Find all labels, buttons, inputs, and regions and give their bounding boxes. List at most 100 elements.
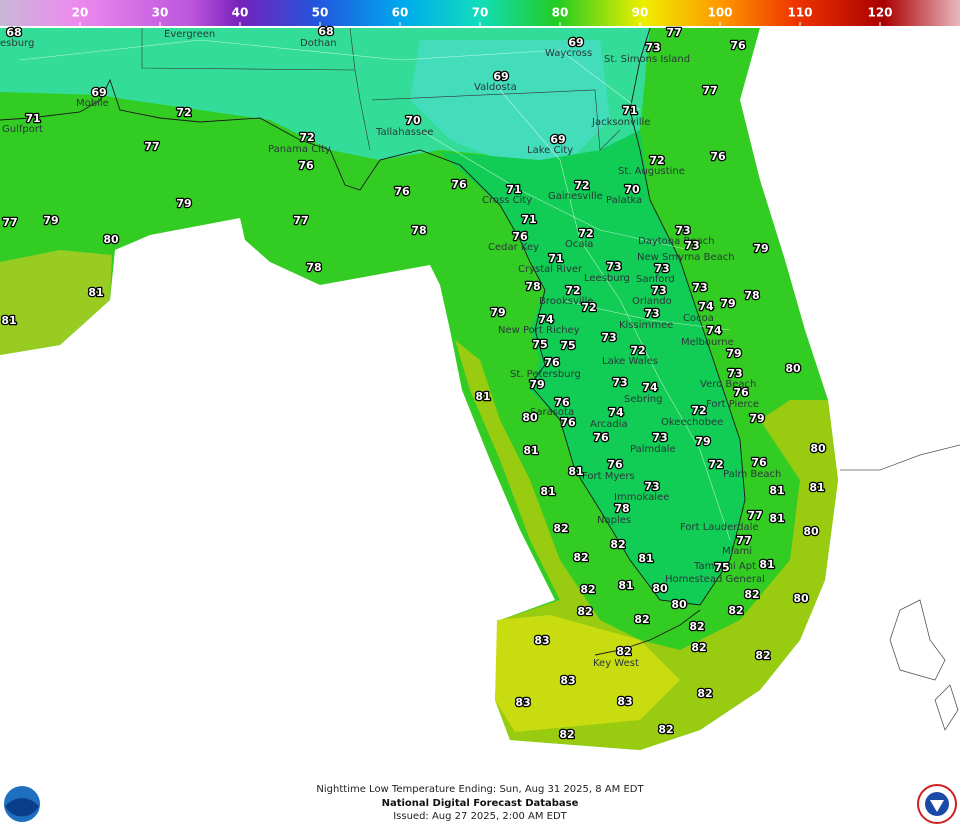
temperature-label: 80	[522, 411, 538, 424]
city-label: Immokalee	[614, 492, 669, 503]
city-label: St. Petersburg	[510, 369, 581, 380]
city-label: Okeechobee	[661, 417, 723, 428]
city-label: Sanford	[636, 274, 675, 285]
colorbar-tick-label: 70	[472, 6, 489, 20]
city-label: Gulfport	[2, 124, 43, 135]
temperature-label: 73	[675, 224, 690, 237]
temperature-label: 81	[1, 314, 16, 327]
temperature-label: 78	[525, 280, 540, 293]
footer-source: National Digital Forecast Database	[382, 798, 579, 809]
city-label: Homestead General	[665, 574, 765, 585]
temperature-label: 82	[573, 551, 588, 564]
temperature-label: 77	[666, 26, 681, 39]
temperature-label: 74	[706, 324, 722, 337]
temperature-label: 71	[622, 104, 637, 117]
city-label: Fort Pierce	[706, 399, 759, 410]
temperature-label: 79	[490, 306, 505, 319]
temperature-label: 82	[577, 605, 592, 618]
colorbar-tick-label: 40	[232, 6, 249, 20]
city-label: Brooksville	[539, 296, 593, 307]
key-west-zone	[495, 615, 680, 732]
temperature-label: 78	[411, 224, 426, 237]
city-label: New Port Richey	[498, 325, 580, 336]
temperature-label: 69	[493, 70, 508, 83]
temperature-label: 82	[744, 588, 759, 601]
colorbar-ticks: 20 30 40 50 60 70 80 90 100 110 120	[72, 6, 893, 26]
coastline	[0, 27, 746, 606]
temperature-label: 76	[607, 458, 623, 471]
temperature-label: 70	[405, 114, 421, 127]
temperature-label: 73	[606, 260, 621, 273]
city-label: Arcadia	[590, 419, 628, 430]
colorbar-tick-label: 80	[552, 6, 569, 20]
temperature-label: 73	[645, 41, 660, 54]
temperature-label: 71	[25, 112, 40, 125]
city-label: Palatka	[606, 195, 642, 206]
temperature-label: 72	[630, 344, 645, 357]
temperature-label: 73	[651, 284, 666, 297]
temperature-label: 80	[671, 598, 687, 611]
city-label: Melbourne	[681, 337, 734, 348]
temperature-label: 81	[540, 485, 555, 498]
temperature-label: 81	[769, 512, 784, 525]
colorbar-tick-label: 60	[392, 6, 409, 20]
temperature-label: 76	[710, 150, 726, 163]
city-label: Vero Beach	[700, 379, 756, 390]
temperature-label: 81	[638, 552, 653, 565]
footer-title: Nighttime Low Temperature Ending: Sun, A…	[316, 784, 644, 795]
temperature-label: 79	[529, 378, 544, 391]
temperature-label: 76	[554, 396, 570, 409]
temperature-label: 75	[560, 339, 575, 352]
state-border	[141, 27, 621, 151]
city-label: Sarasota	[530, 407, 574, 418]
temperature-label: 83	[617, 695, 632, 708]
city-label: Lake City	[527, 145, 573, 156]
temperature-label: 71	[506, 183, 521, 196]
temperature-label: 72	[708, 458, 723, 471]
city-label: Fort Lauderdale	[680, 522, 759, 533]
temperature-label: 82	[634, 613, 649, 626]
temperature-label: 82	[689, 620, 704, 633]
temperature-label: 81	[88, 286, 103, 299]
city-label: Dothan	[300, 38, 337, 49]
city-label: Miami	[722, 546, 752, 557]
temperature-label: 76	[730, 39, 746, 52]
temperature-label: 82	[616, 645, 631, 658]
temperature-label: 69	[550, 133, 565, 146]
temperature-label: 79	[695, 435, 710, 448]
temperature-label: 80	[810, 442, 826, 455]
colorbar-tick-label: 110	[787, 6, 812, 20]
temperature-label: 75	[532, 338, 547, 351]
temperature-label: 73	[644, 307, 659, 320]
city-label: Ocala	[565, 239, 593, 250]
temperature-label: 78	[614, 502, 629, 515]
temperature-label: 72	[649, 154, 664, 167]
temperature-label: 73	[684, 239, 699, 252]
city-label: Leesburg	[584, 273, 630, 284]
temperature-label: 77	[293, 214, 308, 227]
temperature-label: 79	[43, 214, 58, 227]
temperature-label: 80	[803, 525, 819, 538]
city-label: Evergreen	[164, 29, 215, 40]
city-label: Cocoa	[683, 313, 714, 324]
temperature-label: 72	[574, 179, 589, 192]
temperature-label: 76	[394, 185, 410, 198]
colorbar-tick-label: 100	[707, 6, 732, 20]
city-label: Palm Beach	[723, 469, 781, 480]
city-label: Tamiami Apt	[693, 561, 756, 572]
temperature-label: 77	[2, 216, 17, 229]
temperature-label: 68	[6, 26, 21, 39]
temperature-label: 80	[652, 582, 668, 595]
city-label: Naples	[597, 515, 631, 526]
city-label: St. Simons Island	[604, 54, 690, 65]
temperature-label: 80	[793, 592, 809, 605]
temperature-label: 79	[720, 297, 735, 310]
colorbar-tick-label: 30	[152, 6, 169, 20]
temperature-label: 76	[298, 159, 314, 172]
footer-bg	[0, 778, 960, 827]
temperature-label: 73	[612, 376, 627, 389]
temperature-label: 82	[610, 538, 625, 551]
temperature-label: 82	[658, 723, 673, 736]
temperature-label: 72	[565, 284, 580, 297]
